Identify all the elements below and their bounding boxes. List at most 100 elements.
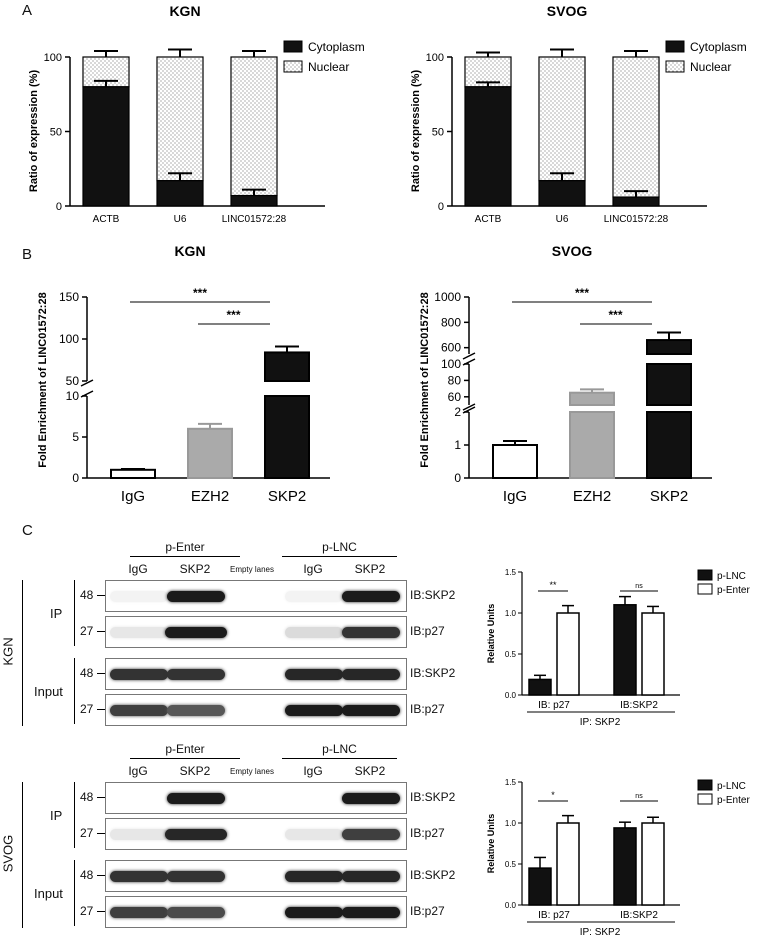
protein-band <box>342 669 400 680</box>
protein-band <box>342 871 400 882</box>
protein-band <box>167 591 225 602</box>
sig-label: *** <box>608 308 622 322</box>
mw-tick <box>97 631 105 632</box>
x-tick-label: IB:SKP2 <box>620 700 658 711</box>
bar-cytoplasm <box>230 194 278 207</box>
sig-label: *** <box>226 308 240 322</box>
bar-p-enter <box>556 612 580 696</box>
y-tick-label: 100 <box>426 52 444 64</box>
y-axis-title: Ratio of expression (%) <box>410 70 422 193</box>
x-tick-label: SKP2 <box>268 488 306 505</box>
x-tick-label: SKP2 <box>650 488 688 505</box>
section-bracket <box>74 658 75 724</box>
bar-nuclear <box>156 56 204 182</box>
lane-label: SKP2 <box>354 764 386 778</box>
chart-b-kgn: KGN Fold Enrichment of LINC01572:28 0 5 1050… <box>37 243 330 505</box>
bar-skp2 <box>264 351 310 383</box>
protein-band <box>165 627 227 638</box>
protein-band <box>110 627 168 638</box>
mw-marker: 48 <box>80 588 94 602</box>
mw-marker: 27 <box>80 702 94 716</box>
mw-marker: 27 <box>80 904 94 918</box>
bar-ezh2 <box>569 391 615 406</box>
legend-label: p-LNC <box>717 571 746 582</box>
y-tick-label: 0 <box>454 471 461 485</box>
chart-a-kgn: KGN 0 50 100 Ratio of expression (%) ACTB U6 LI… <box>28 3 365 225</box>
ib-label: IB:p27 <box>410 826 445 840</box>
axis-break-mark <box>462 403 476 411</box>
legend-label: p-Enter <box>717 585 750 596</box>
y-tick-label: 100 <box>44 52 62 64</box>
chart-title: SVOG <box>552 243 593 259</box>
bar-cytoplasm <box>82 86 130 207</box>
sig-label: ** <box>549 580 557 590</box>
sig-label: ns <box>635 793 643 800</box>
chart-title: KGN <box>169 3 200 19</box>
protein-band <box>110 669 168 680</box>
protein-band <box>342 591 400 602</box>
protein-band <box>110 591 168 602</box>
protein-band <box>110 907 168 918</box>
protein-band <box>285 591 343 602</box>
axis-break-mark <box>80 379 94 387</box>
cell-bracket <box>22 580 23 726</box>
section-label: Input <box>34 684 63 699</box>
blot-strip <box>105 896 407 928</box>
lane-label: SKP2 <box>179 764 211 778</box>
section-bracket <box>74 860 75 926</box>
blot-strip <box>105 860 407 892</box>
panel-label-b: B <box>22 246 33 263</box>
y-tick-label: 0.0 <box>505 691 517 700</box>
x-tick-label: IgG <box>121 488 145 505</box>
legend-label: p-Enter <box>717 795 750 806</box>
y-tick-label: 50 <box>432 127 444 139</box>
chart-c-kgn: 0.0 0.5 1.0 1.5 Relative Units IB: p27 IB:SKP2… <box>486 568 750 728</box>
section-label: IP <box>50 606 63 621</box>
x-tick-label: LINC01572:28 <box>604 214 669 225</box>
ib-label: IB:p27 <box>410 904 445 918</box>
group-label: p-LNC <box>322 540 357 554</box>
y-tick-label: 1.5 <box>505 568 517 577</box>
y-tick-label: 0 <box>72 471 79 485</box>
y-tick-label: 1.0 <box>505 819 517 828</box>
bar-p-lnc <box>528 867 552 906</box>
group-label: p-LNC <box>322 742 357 756</box>
blot-strip <box>105 616 407 648</box>
group-line <box>130 758 240 759</box>
ib-label: IB:SKP2 <box>410 588 456 602</box>
y-axis-title: Ratio of expression (%) <box>28 70 40 193</box>
protein-band <box>285 669 343 680</box>
bar-cytoplasm <box>612 196 660 207</box>
y-tick-label: 0.5 <box>505 650 517 659</box>
lane-label: Empty lanes <box>229 565 275 574</box>
chart-a-svog: SVOG 0 50 100 Ratio of expression (%) ACTB U6 L… <box>410 3 747 225</box>
axis-break-mark <box>462 352 476 360</box>
protein-band <box>285 829 343 840</box>
y-tick-label: 2 <box>454 405 461 419</box>
blot-strip <box>105 694 407 726</box>
lane-label: Empty lanes <box>229 767 275 776</box>
y-axis-title: Relative Units <box>486 604 496 664</box>
bar-p-enter <box>641 822 665 906</box>
y-tick-label: 50 <box>50 127 62 139</box>
y-tick-label: 150 <box>59 290 79 304</box>
x-tick-label: IB: p27 <box>538 700 570 711</box>
group-line <box>282 556 397 557</box>
x-tick-label: EZH2 <box>191 488 229 505</box>
bar-p-enter <box>641 612 665 696</box>
legend-swatch-cytoplasm <box>283 40 303 53</box>
mw-tick <box>97 911 105 912</box>
blot-strip <box>105 818 407 850</box>
y-tick-label: 60 <box>448 390 462 404</box>
legend-label: Nuclear <box>690 60 731 74</box>
western-blot-svog: p-Enter p-LNC IgG SKP2 Empty lanes IgG SKP2 48 I… <box>0 742 470 947</box>
legend-swatch-nuclear <box>283 60 303 73</box>
x-tick-label: IB:SKP2 <box>620 910 658 921</box>
lane-label: IgG <box>128 764 148 778</box>
mw-tick <box>97 673 105 674</box>
legend-swatch-nuclear <box>665 60 685 73</box>
y-tick-label: 1.0 <box>505 609 517 618</box>
protein-band <box>285 627 343 638</box>
y-tick-label: 600 <box>441 341 461 355</box>
